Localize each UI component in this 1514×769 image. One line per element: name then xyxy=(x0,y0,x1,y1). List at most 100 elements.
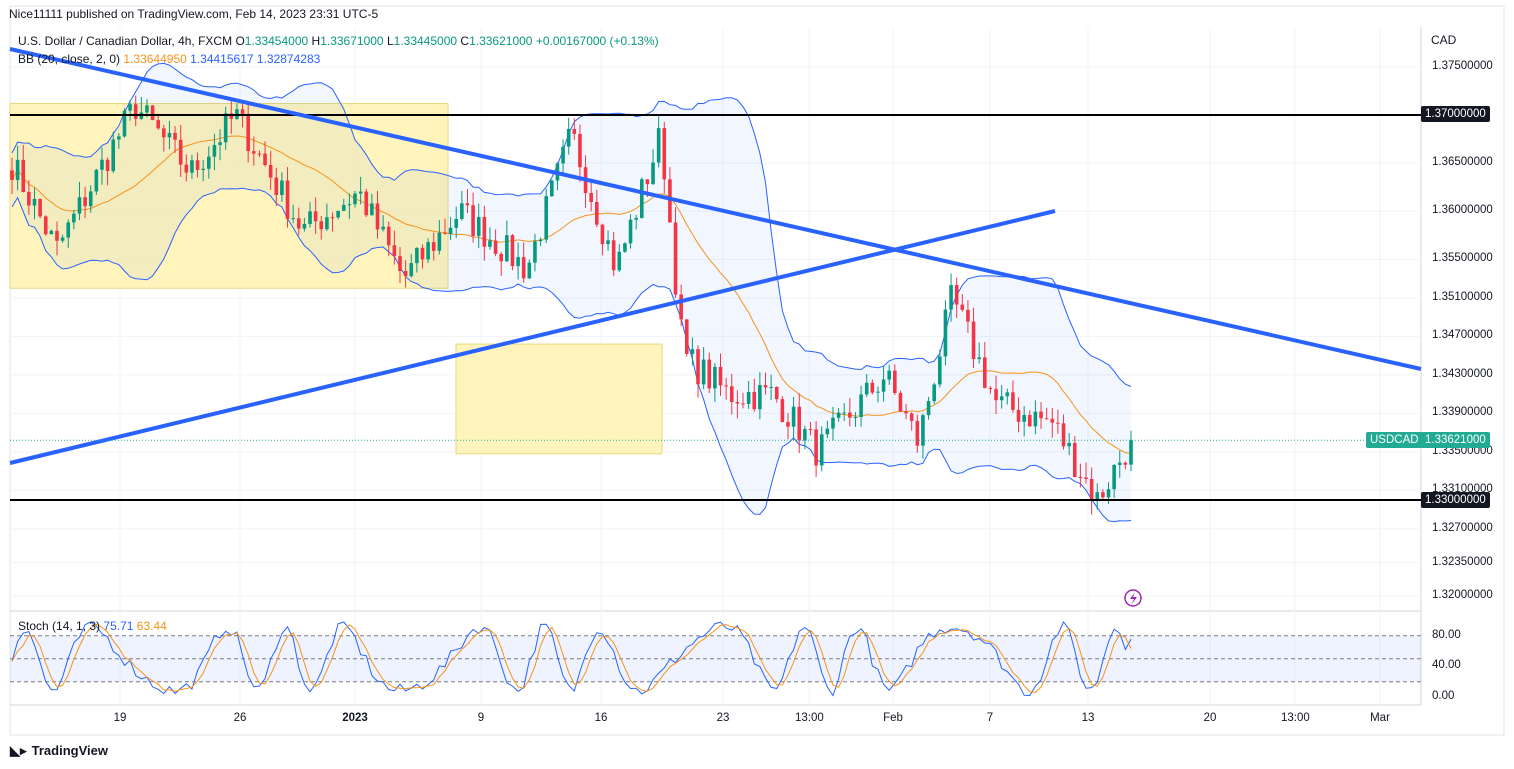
symbol-legend: U.S. Dollar / Canadian Dollar, 4h, FXCM … xyxy=(18,34,659,48)
candle-body xyxy=(296,218,301,229)
tradingview-logo[interactable]: ◣▸ TradingView xyxy=(10,743,108,759)
stoch-band xyxy=(10,635,1421,682)
time-tick-label: 2023 xyxy=(342,712,368,724)
candle-body xyxy=(707,359,712,389)
candle-body xyxy=(55,230,59,241)
candle-body xyxy=(1039,411,1043,419)
stoch-k-line xyxy=(11,621,1132,697)
time-tick-label: 20 xyxy=(1203,712,1217,724)
descending-trendline xyxy=(9,47,1422,371)
time-tick-label: 7 xyxy=(986,712,994,724)
stoch-legend[interactable]: Stoch (14, 1, 3) 75.71 63.44 xyxy=(18,619,167,633)
price-tick-label: 1.35100000 xyxy=(1432,290,1493,303)
stoch-d-value: 63.44 xyxy=(136,619,167,633)
candle-body xyxy=(43,216,48,235)
candle-body xyxy=(639,179,644,218)
level-low-tag: 1.33000000 xyxy=(1421,492,1490,508)
candle-body xyxy=(319,221,324,230)
candle-body xyxy=(718,366,723,386)
candle-body xyxy=(623,243,627,252)
candle-body xyxy=(954,285,959,305)
candle-body xyxy=(595,201,599,225)
candle-body xyxy=(150,105,155,121)
candle-body xyxy=(128,104,132,111)
candle-body xyxy=(83,197,87,207)
candle-body xyxy=(684,319,689,354)
candle-body xyxy=(516,257,520,267)
candle-body xyxy=(21,159,26,192)
candle-body xyxy=(814,429,818,466)
candle-body xyxy=(246,113,250,152)
candle-body xyxy=(10,170,14,180)
symbol-name: U.S. Dollar / Canadian Dollar, 4h, FXCM xyxy=(18,34,233,48)
candle-body xyxy=(566,128,571,147)
candle-body xyxy=(713,366,717,389)
candle-body xyxy=(184,164,189,173)
candle-body xyxy=(544,196,548,240)
time-tick-label: 23 xyxy=(716,712,730,724)
candle-body xyxy=(117,136,121,140)
candle-body xyxy=(207,156,211,169)
candle-body xyxy=(482,216,487,247)
candle-body xyxy=(381,226,385,230)
candle-body xyxy=(1027,414,1032,427)
symbol-tag: USDCAD xyxy=(1366,432,1423,448)
stoch-label: Stoch (14, 1, 3) xyxy=(18,619,101,633)
candle-body xyxy=(122,110,127,137)
candle-body xyxy=(769,386,773,388)
candle-body xyxy=(668,179,672,223)
candle-body xyxy=(505,235,509,262)
price-tick-label: 1.36000000 xyxy=(1432,204,1493,217)
candle-body xyxy=(420,247,425,260)
bb-upper-value: 1.34415617 xyxy=(190,52,254,66)
candle-body xyxy=(589,193,593,202)
bb-legend[interactable]: BB (20, close, 2, 0) 1.33644950 1.344156… xyxy=(18,52,320,66)
candle-body xyxy=(1011,392,1015,410)
supply-zone xyxy=(9,102,449,289)
candle-body xyxy=(1072,442,1077,477)
candle-body xyxy=(673,222,678,295)
candle-body xyxy=(904,411,908,414)
time-tick-label: 19 xyxy=(113,712,127,724)
candle-body xyxy=(758,385,762,410)
candle-body xyxy=(375,203,380,230)
candle-body xyxy=(578,133,582,168)
bb-label: BB (20, close, 2, 0) xyxy=(18,52,121,66)
ohlc-open: 1.33454000 xyxy=(244,34,309,48)
candle-body xyxy=(960,304,965,310)
candle-body xyxy=(617,251,622,271)
bb-basis-value: 1.33644950 xyxy=(123,52,187,66)
candle-body xyxy=(1016,409,1021,422)
currency-label: CAD xyxy=(1431,33,1457,47)
time-tick-label: Mar xyxy=(1370,712,1390,724)
ohlc-open-label: O xyxy=(235,34,245,48)
chart-frame xyxy=(9,5,1505,736)
candle-body xyxy=(977,357,981,360)
candle-body xyxy=(1005,392,1010,397)
candle-body xyxy=(313,211,318,222)
candle-body xyxy=(499,253,504,262)
candle-body xyxy=(100,159,104,170)
candle-body xyxy=(550,180,554,197)
candle-body xyxy=(386,226,391,246)
candle-body xyxy=(66,222,71,238)
candle-body xyxy=(1056,422,1060,424)
candle-body xyxy=(679,294,683,320)
candle-body xyxy=(105,159,110,172)
candle-body xyxy=(836,412,841,418)
candle-body xyxy=(229,113,234,119)
time-tick-label: 13:00 xyxy=(1281,712,1310,724)
candle-body xyxy=(364,191,369,216)
candle-body xyxy=(1044,418,1049,420)
candle-body xyxy=(156,120,161,129)
candle-body xyxy=(268,165,273,178)
candle-body xyxy=(572,128,577,134)
candle-body xyxy=(488,240,492,247)
candle-body xyxy=(656,128,661,163)
tradingview-logo-text: TradingView xyxy=(31,743,108,758)
candle-body xyxy=(752,391,757,410)
candle-body xyxy=(1022,414,1026,422)
candle-body xyxy=(729,386,734,402)
candle-body xyxy=(797,406,802,441)
